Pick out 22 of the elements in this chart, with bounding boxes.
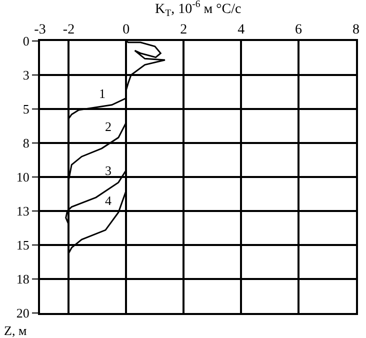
x-tick-label: 8 <box>352 22 360 38</box>
y-tick-label: 3 <box>22 68 30 83</box>
y-tick-label: 8 <box>22 136 30 151</box>
x-tick-label: 6 <box>295 22 302 38</box>
y-tick-label: 18 <box>16 272 30 287</box>
series-label: 1 <box>99 86 106 101</box>
x-tick-label: 2 <box>180 22 188 38</box>
series-label: 2 <box>105 119 112 134</box>
x-axis-title: K$_{Т}$, 10$^{-6}$ м °C/с <box>155 0 242 19</box>
x-tick-label: 0 <box>122 22 130 38</box>
y-tick-label: 15 <box>16 238 30 253</box>
x-tick-label: 4 <box>238 22 245 38</box>
series-label: 3 <box>105 163 112 178</box>
series-label: 4 <box>105 193 112 208</box>
y-tick-label: 10 <box>16 170 30 185</box>
y-axis-title: Z, м <box>4 323 27 338</box>
y-tick-label: 0 <box>22 34 30 49</box>
y-tick-label: 13 <box>16 204 30 219</box>
y-tick-label: 20 <box>16 306 30 321</box>
x-tick-label: -3 <box>34 22 46 38</box>
y-tick-label: 5 <box>22 102 30 117</box>
x-tick-label: -2 <box>62 22 75 38</box>
